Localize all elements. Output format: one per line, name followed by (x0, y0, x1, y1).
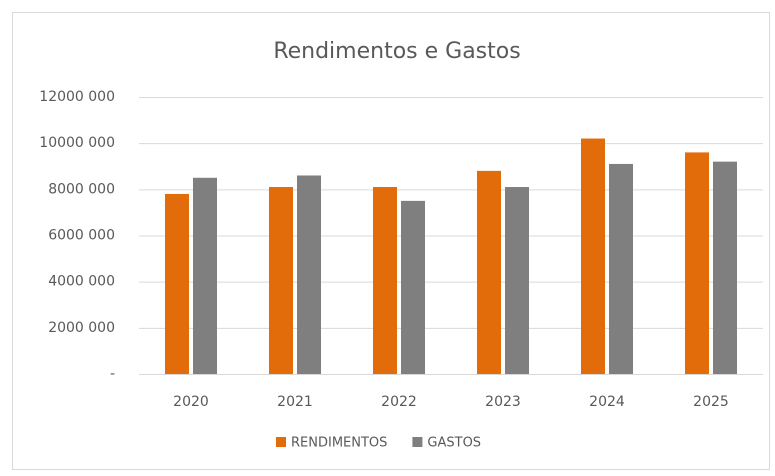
chart-title: Rendimentos e Gastos (273, 39, 520, 64)
x-tick-label: 2021 (277, 394, 313, 410)
bar (193, 177, 217, 374)
legend-label: RENDIMENTOS (291, 436, 387, 451)
y-tick-label: 12000 000 (39, 89, 115, 105)
y-tick-label: 10000 000 (39, 135, 115, 151)
bar (401, 200, 425, 374)
x-tick-label: 2023 (485, 394, 521, 410)
bar (297, 175, 321, 374)
bar (581, 138, 605, 374)
x-tick-label: 2020 (173, 394, 209, 410)
x-tick-label: 2022 (381, 394, 417, 410)
bar (373, 187, 397, 374)
y-tick-label: 8000 000 (48, 181, 115, 197)
bar (609, 163, 633, 374)
y-tick-label: 2000 000 (48, 320, 115, 336)
y-tick-label: 4000 000 (48, 274, 115, 290)
x-tick-label: 2025 (693, 394, 729, 410)
bar (685, 152, 709, 374)
bar (505, 187, 529, 374)
bar (165, 193, 189, 374)
y-tick-label: 6000 000 (48, 228, 115, 244)
bar (713, 161, 737, 374)
legend-swatch (276, 437, 286, 447)
legend-swatch (412, 437, 423, 447)
bar (269, 187, 293, 374)
y-tick-label: - (110, 366, 115, 382)
bar (477, 170, 501, 374)
x-tick-label: 2024 (589, 394, 625, 410)
legend-label: GASTOS (427, 436, 481, 451)
